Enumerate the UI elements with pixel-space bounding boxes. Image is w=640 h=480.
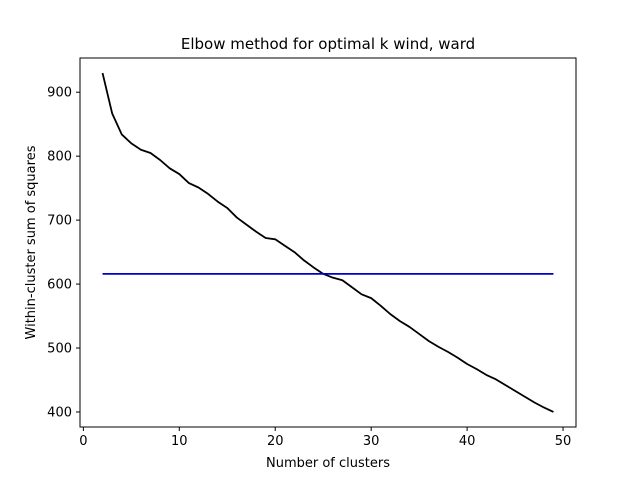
series-layer bbox=[101, 72, 554, 413]
x-tick-label: 50 bbox=[555, 434, 572, 449]
x-axis-label: Number of clusters bbox=[266, 456, 390, 471]
elbow-curve-line bbox=[101, 72, 554, 413]
y-tick-label: 900 bbox=[47, 86, 72, 101]
y-axis-ticks: 400 500 600 700 800 900 bbox=[47, 86, 80, 420]
x-tick-label: 20 bbox=[267, 434, 284, 449]
chart-title: Elbow method for optimal k wind, ward bbox=[181, 35, 475, 53]
plot-area: 0 10 20 30 40 50 400 500 600 700 800 900 bbox=[47, 57, 577, 449]
y-tick-label: 500 bbox=[47, 342, 72, 357]
y-axis-label: Within-cluster sum of squares bbox=[24, 145, 39, 339]
y-tick-label: 700 bbox=[47, 214, 72, 229]
x-tick-label: 40 bbox=[459, 434, 476, 449]
x-axis-ticks: 0 10 20 30 40 50 bbox=[79, 427, 571, 449]
x-tick-label: 30 bbox=[363, 434, 380, 449]
x-tick-label: 10 bbox=[171, 434, 188, 449]
y-tick-label: 800 bbox=[47, 150, 72, 165]
x-tick-label: 0 bbox=[79, 434, 87, 449]
y-tick-label: 400 bbox=[47, 405, 72, 420]
y-tick-label: 600 bbox=[47, 278, 72, 293]
plot-frame bbox=[79, 57, 577, 428]
